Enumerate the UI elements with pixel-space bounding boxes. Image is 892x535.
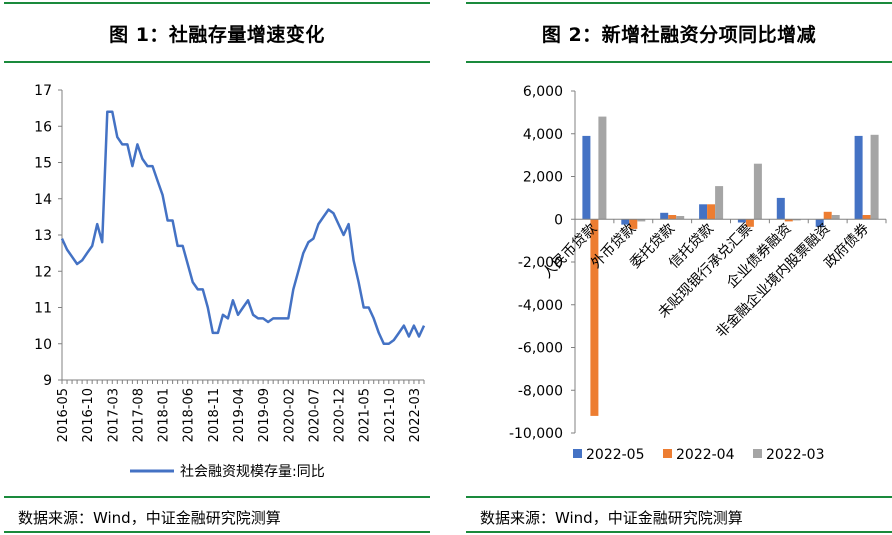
bar-2022-03-企业债券融资 <box>792 219 801 221</box>
bar-2022-04-政府债券 <box>862 215 871 220</box>
bar-2022-05-企业债券融资 <box>776 197 785 220</box>
x-tick-label: 2019-04 <box>232 388 247 442</box>
x-tick-label: 2020-07 <box>307 388 322 442</box>
x-tick-label: 2017-03 <box>106 388 121 442</box>
bar-2022-05-信托贷款 <box>699 204 708 220</box>
figure-1-panel: 图 1：社融存量增速变化 17 16 15 14 13 12 11 10 9 2016-05 201… <box>4 0 430 535</box>
bar-2022-04-委托贷款 <box>668 215 677 220</box>
bar-2022-05-人民币贷款 <box>582 135 591 220</box>
figure-2-title: 图 2：新增社融资分项同比增减 <box>541 24 817 46</box>
y-tick-label: 10 <box>34 337 52 353</box>
y-tick-label: 13 <box>34 228 52 244</box>
figure-1-title: 图 1：社融存量增速变化 <box>109 24 325 46</box>
y-tick-label: 14 <box>34 192 52 208</box>
y-tick-label: 17 <box>34 83 52 99</box>
top-rule <box>466 2 892 4</box>
title-rule <box>4 61 430 63</box>
bar-chart: 6,000 4,000 2,000 0 -2,000 -4,000 -6,000 -8,000… <box>509 84 887 463</box>
legend-label: 社会融资规模存量:同比 <box>180 464 325 480</box>
x-tick-label: 2021-05 <box>358 388 373 442</box>
bar-2022-03-外币贷款 <box>637 219 646 222</box>
figure-2-panel: 图 2：新增社融资分项同比增减 6,000 4,000 2,000 0 -2,000 -4… <box>466 0 892 535</box>
bar-2022-04-非金融企业境内股票融资 <box>823 211 832 220</box>
bar-2022-05-委托贷款 <box>660 212 669 220</box>
x-tick-label: 2018-06 <box>182 388 197 442</box>
figure-1-source: 数据来源：Wind，中证金融研究院测算 <box>18 509 281 527</box>
bar-2022-03-信托贷款 <box>715 186 724 220</box>
source-rule <box>466 496 892 498</box>
top-rule <box>4 2 430 4</box>
bar-2022-04-外币贷款 <box>629 219 638 229</box>
legend-swatch <box>663 449 672 458</box>
y-tick-label: 9 <box>43 373 52 389</box>
bar-2022-03-政府债券 <box>870 134 879 220</box>
y-tick-label: 12 <box>34 264 52 280</box>
x-tick-label: 2016-05 <box>56 388 71 442</box>
x-tick-label: 2019-09 <box>257 388 272 442</box>
y-tick-label: 16 <box>34 119 52 135</box>
bar-2022-05-非金融企业境内股票融资 <box>815 219 824 227</box>
bar-2022-05-外币贷款 <box>621 219 630 225</box>
legend-label: 2022-04 <box>676 447 735 463</box>
series-line <box>60 110 426 346</box>
bar-2022-03-委托贷款 <box>676 216 685 220</box>
bottom-rule <box>466 531 892 533</box>
y-tick-label: 2,000 <box>523 170 563 186</box>
y-tick-label: 15 <box>34 156 52 172</box>
bar-2022-04-企业债券融资 <box>784 219 793 222</box>
figure-2-source: 数据来源：Wind，中证金融研究院测算 <box>480 509 743 527</box>
bar-2022-03-人民币贷款 <box>598 116 607 220</box>
x-tick-label: 2018-11 <box>207 388 222 442</box>
bar-2022-05-未贴现银行承兑汇票 <box>737 219 746 223</box>
y-tick-label: -10,000 <box>509 426 563 442</box>
x-tick-label: 2022-03 <box>408 388 423 442</box>
legend-label: 2022-05 <box>586 447 645 463</box>
y-tick-label: 11 <box>34 301 52 317</box>
x-tick-label: 2021-10 <box>383 388 398 442</box>
bar-2022-03-未贴现银行承兑汇票 <box>753 163 762 220</box>
legend-swatch <box>573 449 582 458</box>
legend-label: 2022-03 <box>766 447 825 463</box>
x-tick-label: 2016-10 <box>81 388 96 442</box>
y-tick-label: 6,000 <box>523 84 563 100</box>
x-tick-label: 2018-01 <box>157 388 172 442</box>
x-tick-label: 2020-02 <box>282 388 297 442</box>
title-rule <box>466 61 892 63</box>
x-tick-label: 2017-08 <box>131 388 146 442</box>
bar-2022-04-信托贷款 <box>707 204 716 220</box>
y-tick-label: 0 <box>554 212 563 228</box>
y-tick-label: -8,000 <box>518 383 563 399</box>
bar-2022-03-非金融企业境内股票融资 <box>831 215 840 220</box>
source-rule <box>4 496 430 498</box>
line-chart: 17 16 15 14 13 12 11 10 9 2016-05 2016-10 2017-03 20… <box>34 83 426 480</box>
x-tick-label: 2020-12 <box>333 388 348 442</box>
y-tick-label: 4,000 <box>523 127 563 143</box>
bar-2022-04-未贴现银行承兑汇票 <box>745 219 754 227</box>
y-tick-label: -4,000 <box>518 298 563 314</box>
bar-2022-04-人民币贷款 <box>590 219 599 416</box>
y-tick-label: -2,000 <box>518 255 563 271</box>
legend-swatch <box>753 449 762 458</box>
bottom-rule <box>4 531 430 533</box>
bar-2022-05-政府债券 <box>854 135 863 220</box>
y-tick-label: -6,000 <box>518 341 563 357</box>
